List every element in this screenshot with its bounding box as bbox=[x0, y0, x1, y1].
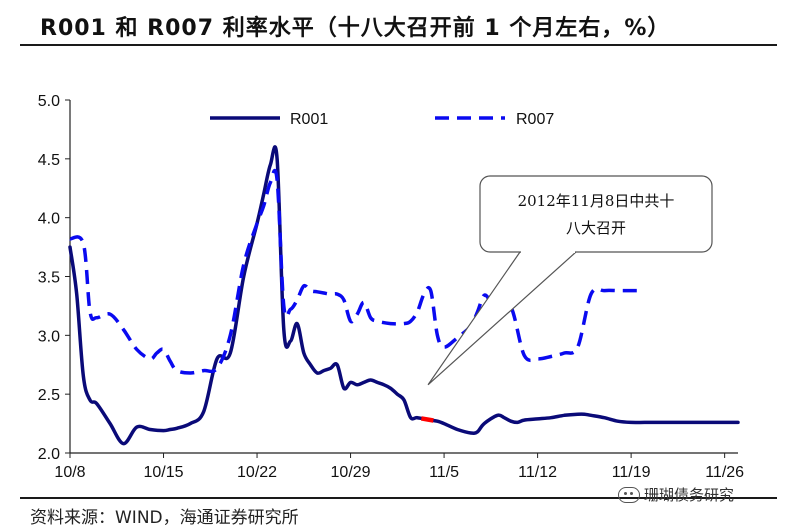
y-tick-label: 4.5 bbox=[38, 152, 60, 169]
series-line-r007 bbox=[69, 168, 645, 375]
source-note: 资料来源：WIND，海通证券研究所 bbox=[30, 508, 299, 528]
source-rule bbox=[20, 497, 777, 499]
x-tick-label: 10/8 bbox=[54, 464, 85, 481]
title-rule bbox=[20, 44, 777, 46]
wechat-icon bbox=[618, 486, 640, 503]
y-tick-label: 4.0 bbox=[38, 211, 60, 228]
y-tick-label: 2.0 bbox=[38, 446, 60, 463]
callout-pointer bbox=[427, 251, 578, 386]
x-tick-label: 10/22 bbox=[237, 464, 277, 481]
x-tick-label: 11/12 bbox=[518, 464, 557, 481]
legend-label-r001: R001 bbox=[290, 111, 328, 128]
x-tick-label: 11/5 bbox=[429, 464, 459, 481]
callout-text-line: 2012年11月8日中共十 bbox=[518, 192, 675, 210]
x-tick-label: 10/15 bbox=[143, 464, 183, 481]
highlight-segment bbox=[420, 416, 434, 423]
x-tick-label: 11/19 bbox=[612, 464, 651, 481]
y-tick-label: 3.5 bbox=[38, 270, 60, 287]
series-line-r001 bbox=[68, 145, 740, 446]
callout-text-line: 八大召开 bbox=[566, 219, 626, 237]
y-tick-label: 5.0 bbox=[38, 93, 60, 110]
x-tick-label: 10/29 bbox=[331, 464, 371, 481]
y-tick-label: 3.0 bbox=[38, 328, 60, 345]
x-tick-label: 11/26 bbox=[705, 464, 744, 481]
watermark-text: 珊瑚债务研究 bbox=[644, 486, 735, 504]
y-tick-label: 2.5 bbox=[38, 387, 60, 404]
legend-label-r007: R007 bbox=[516, 111, 554, 128]
watermark: 珊瑚债务研究 bbox=[618, 484, 734, 505]
chart-title: R001 和 R007 利率水平（十八大召开前 1 个月左右，%） bbox=[40, 16, 671, 41]
callout-box bbox=[479, 175, 713, 253]
